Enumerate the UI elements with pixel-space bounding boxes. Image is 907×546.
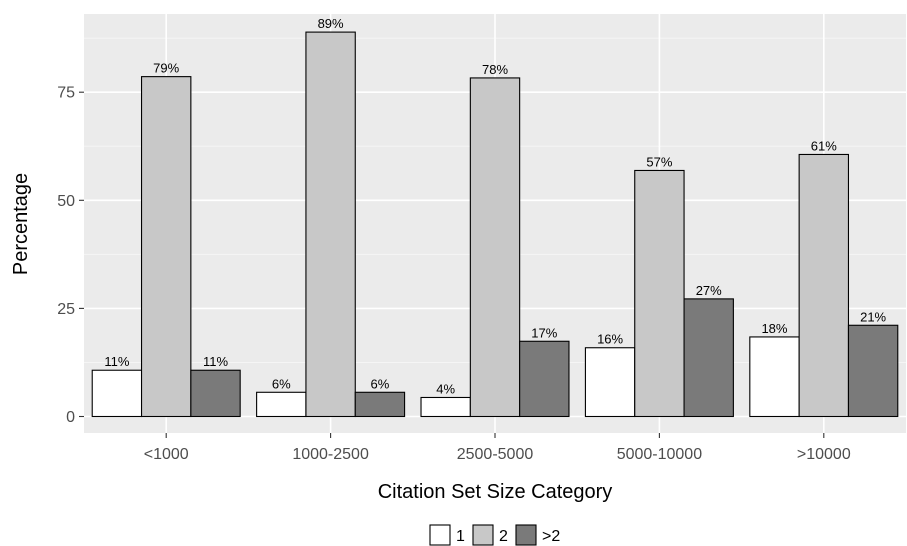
legend-label: 1 xyxy=(456,528,465,545)
legend-label: >2 xyxy=(542,528,560,545)
bar-value-label: 27% xyxy=(696,283,722,298)
bar-value-label: 4% xyxy=(436,381,455,396)
y-tick-label: 0 xyxy=(66,409,75,426)
x-tick-label: 1000-2500 xyxy=(292,446,369,463)
bar xyxy=(798,153,850,418)
x-tick-label: 2500-5000 xyxy=(457,446,534,463)
bar-value-label: 21% xyxy=(860,309,886,324)
bar-value-label: 6% xyxy=(371,376,390,391)
bar-value-label: 61% xyxy=(811,138,837,153)
x-tick-label: 5000-10000 xyxy=(617,446,703,463)
bar xyxy=(420,396,471,418)
legend-key xyxy=(429,524,451,546)
bar xyxy=(140,76,192,418)
bar-value-label: 11% xyxy=(104,354,129,369)
bar-value-label: 18% xyxy=(761,321,787,336)
legend-label: 2 xyxy=(499,528,508,545)
y-axis: 0 25 50 75 xyxy=(57,85,84,426)
legend: 1 2 >2 xyxy=(429,524,560,546)
bar xyxy=(749,336,800,418)
bar xyxy=(847,324,899,418)
bar xyxy=(683,298,734,418)
bar xyxy=(584,347,636,418)
y-axis-title: Percentage xyxy=(10,173,32,275)
x-axis-title: Citation Set Size Category xyxy=(378,481,613,503)
bar xyxy=(91,369,143,418)
y-tick-label: 25 xyxy=(57,301,75,318)
y-tick-label: 50 xyxy=(57,193,75,210)
bar xyxy=(256,391,307,418)
bar-value-label: 11% xyxy=(203,354,228,369)
bar xyxy=(190,369,241,418)
y-tick-label: 75 xyxy=(57,85,75,102)
bar xyxy=(519,340,570,418)
bar-value-label: 16% xyxy=(597,332,623,347)
bar-labels: 11% 79% 11% 6% 89% 6% 4% 78% 17% 16% 57% 27% 18% 61% 2… xyxy=(104,16,886,396)
legend-key xyxy=(515,524,537,546)
x-tick-label: <1000 xyxy=(144,446,189,463)
bar xyxy=(305,31,356,418)
bar-value-label: 79% xyxy=(153,61,179,76)
bar xyxy=(469,77,521,418)
x-tick-label: >10000 xyxy=(797,446,851,463)
x-axis: <1000 1000-2500 2500-5000 5000-10000 >10000 xyxy=(144,433,851,463)
bar xyxy=(354,391,406,418)
bar-value-label: 89% xyxy=(318,16,344,31)
bar-value-label: 57% xyxy=(646,154,672,169)
bar xyxy=(634,169,685,418)
bars xyxy=(91,31,899,418)
bar-value-label: 78% xyxy=(482,62,508,77)
legend-key xyxy=(472,524,494,546)
bar-value-label: 17% xyxy=(531,325,557,340)
bar-value-label: 6% xyxy=(272,376,291,391)
